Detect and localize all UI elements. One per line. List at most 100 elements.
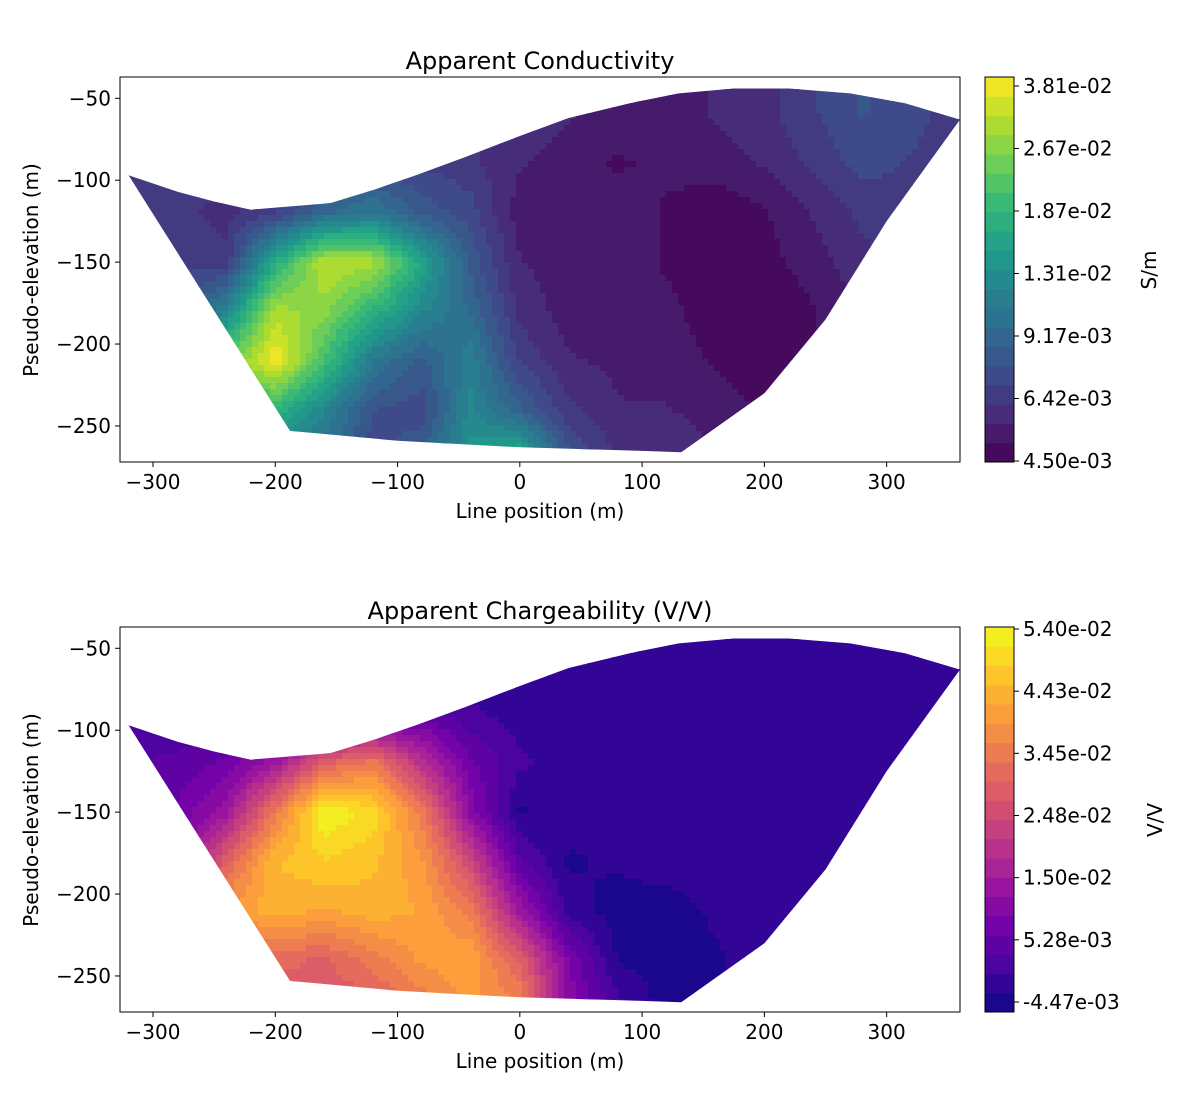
contour-cell <box>204 155 211 162</box>
contour-cell <box>636 77 643 84</box>
contour-cell <box>192 155 199 162</box>
contour-cell <box>438 245 445 252</box>
contour-cell <box>180 191 187 198</box>
contour-cell <box>636 107 643 114</box>
contour-cell <box>468 203 475 210</box>
contour-cell <box>330 89 337 96</box>
contour-cell <box>546 197 553 204</box>
contour-cell <box>804 137 811 144</box>
contour-cell <box>840 119 847 126</box>
contour-cell <box>258 227 265 234</box>
contour-cell <box>354 88 361 90</box>
contour-cell <box>270 203 277 210</box>
contour-cell <box>606 167 613 174</box>
contour-cell <box>258 185 265 192</box>
contour-cell <box>594 239 601 246</box>
contour-cell <box>426 281 433 288</box>
contour-cell <box>522 281 529 288</box>
contour-cell <box>192 251 199 258</box>
contour-cell <box>702 155 709 162</box>
contour-cell <box>222 179 229 186</box>
contour-cell <box>432 209 439 216</box>
contour-cell <box>798 119 805 126</box>
contour-cell <box>198 233 205 240</box>
contour-cell <box>858 161 865 168</box>
contour-cell <box>342 179 349 186</box>
contour-cell <box>128 155 133 162</box>
contour-cell <box>804 197 811 204</box>
contour-cell <box>852 275 859 282</box>
contour-cell <box>816 221 823 228</box>
contour-cell <box>534 245 541 252</box>
contour-cell <box>198 155 205 162</box>
contour-cell <box>570 107 577 114</box>
contour-cell <box>318 191 325 198</box>
contour-cell <box>330 88 337 90</box>
contour-cell <box>198 125 205 132</box>
contour-cell <box>612 215 619 222</box>
contour-cell <box>684 233 691 240</box>
contour-cell <box>468 185 475 192</box>
contour-cell <box>192 88 199 90</box>
contour-cell <box>336 88 343 90</box>
contour-cell <box>900 233 907 240</box>
contour-cell <box>210 275 217 282</box>
contour-cell <box>456 125 463 132</box>
contour-cell <box>300 251 307 258</box>
contour-cell <box>654 89 661 96</box>
contour-cell <box>540 215 547 222</box>
contour-cell <box>708 131 715 138</box>
contour-cell <box>612 263 619 270</box>
contour-cell <box>348 161 355 168</box>
contour-cell <box>264 173 271 180</box>
contour-cell <box>882 88 889 90</box>
contour-cell <box>276 149 283 156</box>
contour-cell <box>696 107 703 114</box>
contour-cell <box>876 167 883 174</box>
contour-cell <box>948 155 955 162</box>
contour-cell <box>420 263 427 270</box>
contour-cell <box>432 215 439 222</box>
contour-cell <box>192 137 199 144</box>
contour-cell <box>186 269 193 276</box>
contour-cell <box>128 251 133 258</box>
contour-cell <box>750 107 757 114</box>
contour-cell <box>474 137 481 144</box>
contour-cell <box>654 197 661 204</box>
contour-cell <box>294 263 301 270</box>
contour-cell <box>882 119 889 126</box>
contour-cell <box>510 137 517 144</box>
contour-cell <box>360 88 367 90</box>
contour-cell <box>852 137 859 144</box>
contour-cell <box>414 77 421 84</box>
contour-cell <box>276 101 283 108</box>
contour-cell <box>288 251 295 258</box>
contour-cell <box>774 275 781 282</box>
contour-cell <box>228 95 235 102</box>
contour-cell <box>150 281 157 288</box>
contour-cell <box>678 251 685 258</box>
contour-cell <box>624 155 631 162</box>
contour-cell <box>582 143 589 150</box>
contour-cell <box>570 209 577 216</box>
contour-cell <box>402 125 409 132</box>
contour-cell <box>456 269 463 276</box>
contour-cell <box>480 209 487 216</box>
contour-cell <box>570 131 577 138</box>
contour-cell <box>804 95 811 102</box>
contour-cell <box>516 155 523 162</box>
contour-cell <box>894 95 901 102</box>
contour-cell <box>714 173 721 180</box>
contour-cell <box>378 131 385 138</box>
contour-cell <box>588 185 595 192</box>
contour-cell <box>414 149 421 156</box>
contour-cell <box>552 155 559 162</box>
contour-cell <box>708 263 715 270</box>
contour-cell <box>702 137 709 144</box>
contour-cell <box>570 215 577 222</box>
contour-cell <box>834 125 841 132</box>
contour-cell <box>252 197 259 204</box>
contour-cell <box>936 113 943 120</box>
contour-cell <box>888 257 895 264</box>
contour-cell <box>360 89 367 96</box>
